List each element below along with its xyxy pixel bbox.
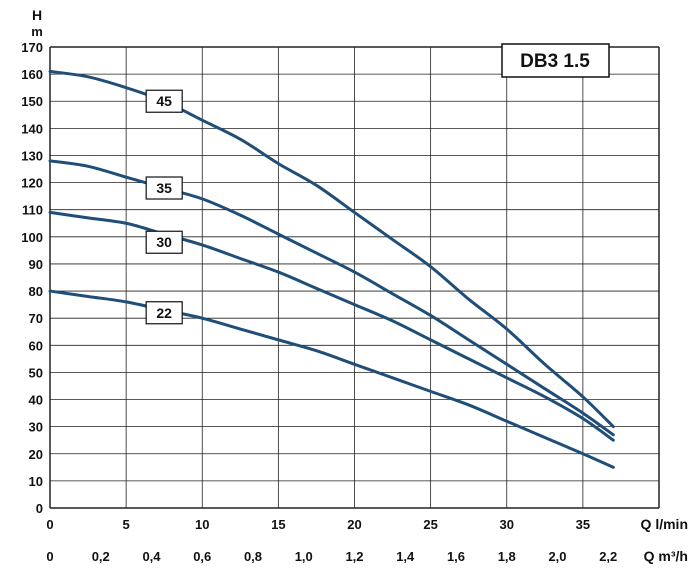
curve-label-box bbox=[145, 176, 183, 200]
x-tick-label: 5 bbox=[123, 517, 130, 532]
y-axis-label-m: m bbox=[31, 24, 43, 39]
x2-tick-label: 0,4 bbox=[142, 549, 161, 564]
y-tick-label: 170 bbox=[21, 40, 43, 55]
title-box bbox=[501, 43, 610, 78]
curve-label-box bbox=[145, 301, 183, 325]
y-tick-label: 70 bbox=[29, 311, 43, 326]
x2-tick-label: 0 bbox=[46, 549, 53, 564]
x2-axis-ticks: 0 0,2 0,4 0,6 0,8 1,0 1,2 1,4 1,6 1,8 2,0 2,2 bbox=[46, 549, 617, 564]
x2-tick-label: 0,6 bbox=[193, 549, 211, 564]
curve-label-box bbox=[145, 89, 183, 113]
x-tick-label: 30 bbox=[500, 517, 514, 532]
curve-label: 30 bbox=[156, 234, 172, 250]
curve-label: 35 bbox=[156, 180, 172, 196]
y-tick-label: 130 bbox=[21, 148, 43, 163]
x2-tick-label: 2,0 bbox=[548, 549, 566, 564]
y-axis-label-h: H bbox=[32, 7, 42, 23]
y-tick-label: 160 bbox=[21, 67, 43, 82]
x-tick-label: 25 bbox=[423, 517, 437, 532]
x-tick-label: 0 bbox=[46, 517, 53, 532]
x-tick-label: 10 bbox=[195, 517, 209, 532]
x2-tick-label: 1,2 bbox=[345, 549, 363, 564]
x2-tick-label: 1,4 bbox=[396, 549, 415, 564]
y-tick-label: 100 bbox=[21, 230, 43, 245]
grid bbox=[49, 46, 660, 509]
y-tick-label: 90 bbox=[29, 257, 43, 272]
y-tick-label: 0 bbox=[36, 501, 43, 516]
curve-label: 22 bbox=[156, 305, 172, 321]
curve-30 bbox=[48, 210, 615, 442]
x2-tick-label: 1,0 bbox=[295, 549, 313, 564]
x2-tick-label: 0,2 bbox=[92, 549, 110, 564]
chart-title: DB3 1.5 bbox=[520, 51, 590, 72]
x-axis-label-primary: Q l/min bbox=[641, 516, 688, 532]
x-tick-label: 20 bbox=[347, 517, 361, 532]
y-tick-label: 120 bbox=[21, 176, 43, 191]
x2-tick-label: 2,2 bbox=[599, 549, 617, 564]
y-tick-label: 50 bbox=[29, 365, 43, 380]
y-tick-label: 20 bbox=[29, 447, 43, 462]
x2-tick-label: 1,8 bbox=[498, 549, 516, 564]
curve-labels: 45 35 30 22 bbox=[145, 89, 183, 325]
y-tick-label: 140 bbox=[21, 121, 43, 136]
y-axis-ticks: 0 10 20 30 40 50 60 70 80 90 100 110 120 130 140 150 160… bbox=[21, 40, 43, 516]
performance-curves bbox=[48, 69, 615, 469]
curve-label: 45 bbox=[156, 93, 172, 109]
curve-45 bbox=[48, 69, 615, 429]
curve-35 bbox=[48, 159, 615, 437]
x-axis-label-secondary: Q m³/h bbox=[644, 548, 688, 564]
y-tick-label: 110 bbox=[22, 203, 43, 218]
curve-label-box bbox=[145, 230, 183, 254]
x-axis-ticks: 0 5 10 15 20 25 30 35 bbox=[46, 517, 590, 532]
curve-22 bbox=[48, 289, 615, 469]
y-tick-label: 10 bbox=[29, 474, 43, 489]
x-tick-label: 35 bbox=[576, 517, 590, 532]
y-tick-label: 40 bbox=[29, 393, 43, 408]
x-tick-label: 15 bbox=[271, 517, 285, 532]
y-tick-label: 60 bbox=[29, 338, 43, 353]
y-tick-label: 30 bbox=[29, 420, 43, 435]
y-tick-label: 80 bbox=[29, 284, 43, 299]
y-tick-label: 150 bbox=[21, 94, 43, 109]
x2-tick-label: 0,8 bbox=[244, 549, 262, 564]
x2-tick-label: 1,6 bbox=[447, 549, 465, 564]
